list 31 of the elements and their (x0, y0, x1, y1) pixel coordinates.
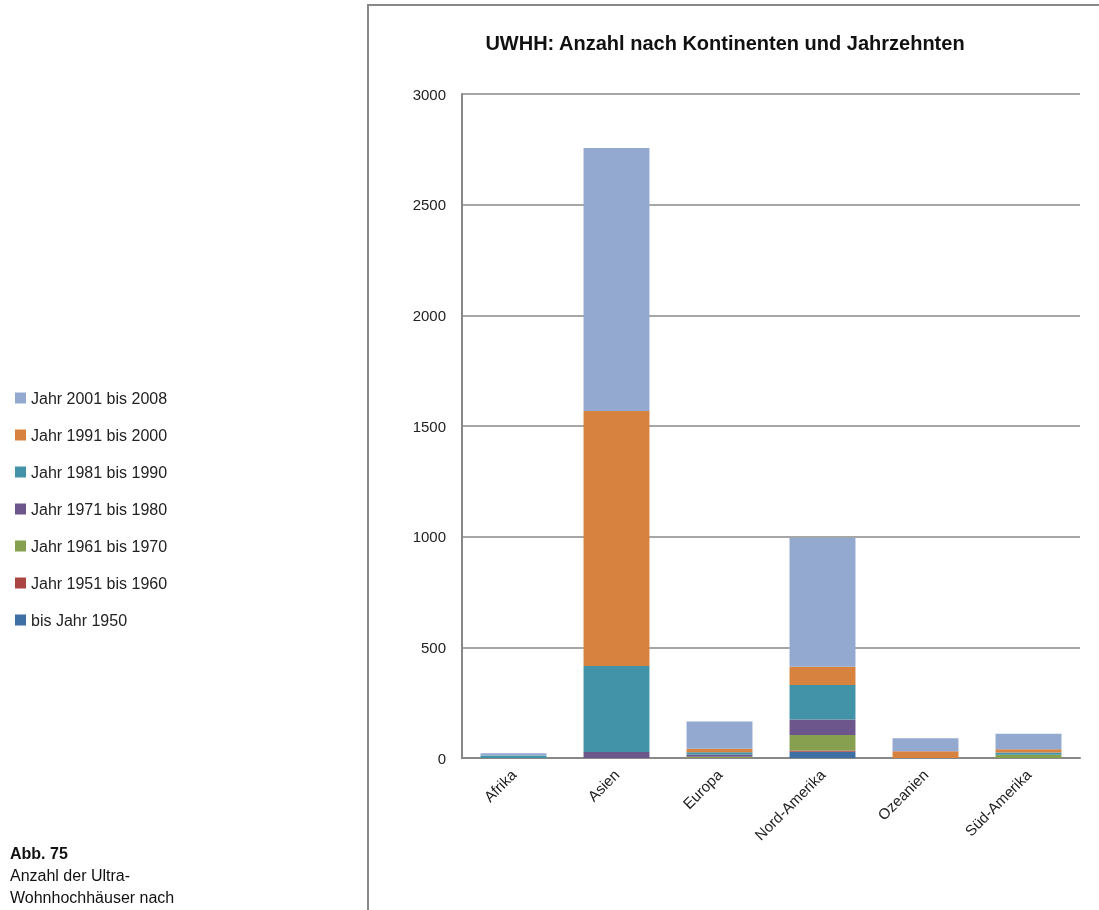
bar (789, 684, 856, 720)
caption: Abb. 75 (10, 844, 69, 864)
legend-label: Jahr 1971 bis 1980 (31, 500, 168, 518)
bar (789, 666, 856, 685)
bar (892, 738, 959, 752)
y-tick-label: 0 (437, 749, 446, 767)
bar (789, 537, 856, 667)
y-tick-label: 1500 (412, 417, 446, 435)
legend-label: Jahr 2001 bis 2008 (31, 389, 168, 407)
y-tick-label: 500 (420, 638, 446, 656)
bar (789, 751, 856, 758)
legend-label: bis Jahr 1950 (31, 611, 128, 629)
bar (583, 665, 650, 753)
bar (789, 734, 856, 751)
y-tick-label: 1000 (412, 528, 446, 546)
bar (686, 721, 753, 749)
y-tick-label: 2500 (412, 196, 446, 214)
legend-label: Jahr 1991 bis 2000 (31, 426, 168, 444)
bar (995, 733, 1062, 750)
text: Anzahl der Ultra-Wohnhochhäuser nach (10, 866, 176, 908)
bar (892, 751, 959, 758)
y-tick-label: 3000 (412, 85, 446, 103)
bar (583, 148, 650, 411)
bar (789, 719, 856, 735)
legend-label: Jahr 1951 bis 1960 (31, 574, 168, 592)
chart-title: UWHH: Anzahl nach Kontinenten und Jahrzehnten (485, 32, 965, 54)
legend-label: Jahr 1981 bis 1990 (31, 463, 168, 481)
legend-label: Jahr 1961 bis 1970 (31, 537, 168, 555)
y-tick-label: 2000 (412, 306, 446, 324)
bar (583, 410, 650, 666)
bar (583, 752, 650, 758)
